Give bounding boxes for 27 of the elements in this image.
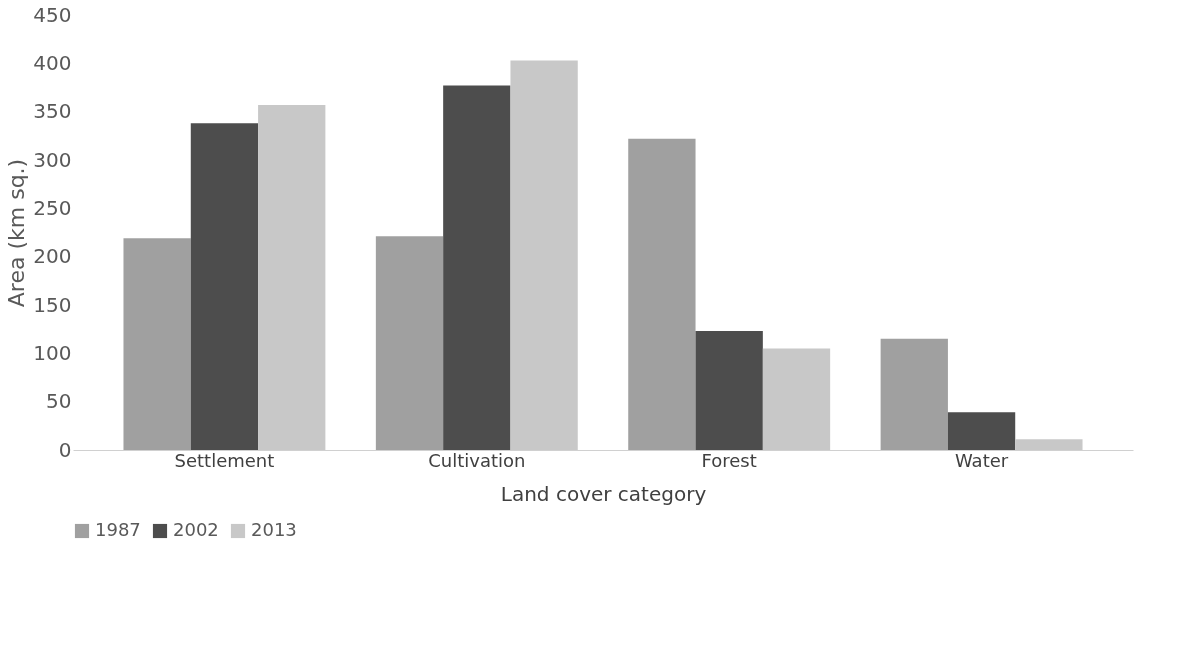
- bar: [443, 85, 511, 450]
- y-tick-label: 400: [33, 50, 72, 75]
- y-tick-label: 450: [33, 2, 72, 27]
- y-tick-label: 50: [46, 389, 72, 414]
- bar: [375, 236, 444, 450]
- y-tick-label: 350: [33, 99, 72, 124]
- x-tick-label: Forest: [701, 449, 757, 471]
- x-tick-label: Settlement: [174, 449, 275, 471]
- x-tick-label: Water: [954, 449, 1009, 471]
- bar: [123, 238, 191, 450]
- x-axis-title: Land cover category: [500, 481, 707, 506]
- y-tick-label: 200: [33, 244, 72, 269]
- y-tick-label: 100: [33, 340, 72, 365]
- y-tick-label: 0: [58, 437, 72, 462]
- bar: [628, 138, 696, 450]
- y-tick-label: 300: [33, 147, 72, 172]
- bar: [947, 412, 1016, 450]
- legend-label: 1987: [95, 519, 141, 540]
- y-tick-label: 250: [33, 195, 72, 220]
- y-axis-title: Area (km sq.): [4, 158, 30, 308]
- bar: [880, 338, 948, 450]
- y-tick-label: 150: [33, 292, 72, 317]
- bar: [695, 331, 763, 450]
- bar: [190, 123, 259, 450]
- legend-label: 2013: [251, 519, 297, 540]
- legend-label: 2002: [173, 519, 219, 540]
- x-tick-label: Cultivation: [428, 449, 526, 471]
